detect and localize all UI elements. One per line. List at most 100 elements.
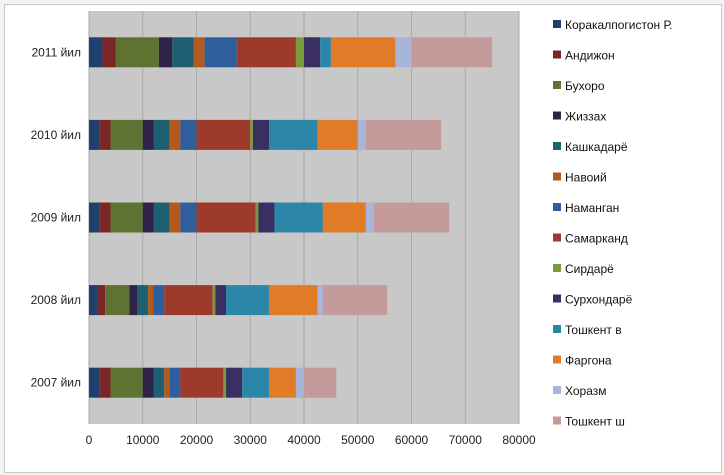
bar-segment — [142, 119, 154, 150]
category-label: 2007 йил — [31, 376, 81, 390]
bar-segment — [169, 119, 181, 150]
x-tick-label: 20000 — [180, 433, 214, 447]
legend-swatch — [553, 81, 561, 89]
x-tick-label: 30000 — [234, 433, 268, 447]
x-tick-label: 60000 — [395, 433, 429, 447]
bar-segment — [212, 285, 216, 316]
bar-segment — [411, 37, 493, 68]
bar-segment — [269, 119, 318, 150]
legend-entry: Кашкадарё — [565, 140, 628, 154]
legend-entry: Бухоро — [565, 79, 605, 93]
bar-segment — [252, 119, 270, 150]
bar-segment — [269, 367, 296, 398]
legend-swatch — [553, 264, 561, 272]
x-tick-label: 80000 — [502, 433, 536, 447]
category-label: 2010 йил — [31, 128, 81, 142]
category-label: 2008 йил — [31, 293, 81, 307]
bar-segment — [99, 202, 111, 233]
bar-segment — [357, 119, 366, 150]
bar-segment — [89, 37, 103, 68]
bar-segment — [172, 37, 194, 68]
bar-segment — [169, 202, 181, 233]
bar-segment — [322, 202, 366, 233]
bar-segment — [180, 202, 197, 233]
bar-segment — [395, 37, 412, 68]
bar-segment — [258, 202, 275, 233]
legend-swatch — [553, 325, 561, 333]
legend-swatch — [553, 233, 561, 242]
bar-segment — [196, 202, 256, 233]
legend-entry: Коракалпогистон Р. — [565, 18, 673, 32]
bar-segment — [373, 202, 450, 233]
legend-entry: Сирдарё — [565, 262, 614, 276]
bar-segment — [142, 202, 154, 233]
bar-segment — [148, 285, 154, 316]
bar-segment — [153, 202, 170, 233]
bar-segment — [320, 37, 331, 68]
legend-entry: Тошкент в — [565, 323, 622, 337]
bar-segment — [204, 37, 237, 68]
legend-entry: Фаргона — [565, 354, 612, 368]
bar-segment — [99, 367, 111, 398]
legend-swatch — [553, 20, 561, 28]
bar-segment — [97, 285, 106, 316]
legend-entry: Жиззах — [565, 110, 606, 124]
bar-segment — [317, 119, 358, 150]
bar-segment — [223, 367, 227, 398]
bar-segment — [226, 367, 243, 398]
bar-segment — [269, 285, 318, 316]
bar-segment — [255, 202, 259, 233]
bar-segment — [304, 367, 337, 398]
legend: Коракалпогистон Р. Андижон Бухоро Жиззах Каш… — [553, 18, 673, 429]
bar-segment — [153, 285, 165, 316]
chart-svg: 2011 йил 2010 йил 2009 йил 2008 йил 2007 йил… — [31, 11, 673, 447]
bar-segment — [215, 285, 227, 316]
bar-segment — [110, 202, 143, 233]
legend-swatch — [553, 142, 561, 150]
bar-segment — [180, 367, 224, 398]
bar-segment — [295, 37, 304, 68]
bar-segment — [242, 367, 270, 398]
legend-swatch — [553, 355, 561, 364]
category-label: 2011 йил — [31, 45, 81, 59]
bar-segment — [89, 285, 98, 316]
legend-entry: Хоразм — [565, 384, 607, 398]
bar-segment — [142, 367, 154, 398]
legend-swatch — [553, 386, 561, 394]
legend-swatch — [553, 50, 561, 59]
legend-swatch — [553, 416, 561, 425]
bar-segment — [99, 119, 111, 150]
legend-swatch — [553, 294, 561, 303]
legend-swatch — [553, 111, 561, 120]
bar-segment — [89, 202, 100, 233]
bar-segment — [196, 119, 251, 150]
legend-swatch — [553, 172, 561, 181]
x-axis-labels: 0 10000 20000 30000 40000 50000 60000 70000 8000… — [86, 433, 536, 447]
bar-segment — [226, 285, 270, 316]
bar-segment — [158, 37, 173, 68]
bar-segment — [115, 37, 159, 68]
bar-segment — [153, 367, 165, 398]
bar-segment — [129, 285, 138, 316]
category-label: 2009 йил — [31, 211, 81, 225]
bar-segment — [322, 285, 388, 316]
bar-segment — [250, 119, 253, 150]
bar-segment — [137, 285, 149, 316]
x-tick-label: 40000 — [287, 433, 321, 447]
bar-segment — [169, 367, 181, 398]
y-axis-labels: 2011 йил 2010 йил 2009 йил 2008 йил 2007 йил — [31, 45, 81, 389]
x-tick-label: 10000 — [126, 433, 160, 447]
bar-segment — [105, 285, 130, 316]
bar-segment — [236, 37, 296, 68]
bar-segment — [295, 367, 304, 398]
bar-segment — [164, 367, 170, 398]
x-tick-label: 0 — [86, 433, 93, 447]
legend-entry: Сурхондарё — [565, 293, 633, 307]
bar-segment — [317, 285, 323, 316]
bar-segment — [365, 202, 374, 233]
legend-swatch — [553, 203, 561, 211]
x-tick-label: 70000 — [449, 433, 483, 447]
bar-segment — [180, 119, 197, 150]
bar-segment — [304, 37, 321, 68]
bar-segment — [110, 119, 143, 150]
